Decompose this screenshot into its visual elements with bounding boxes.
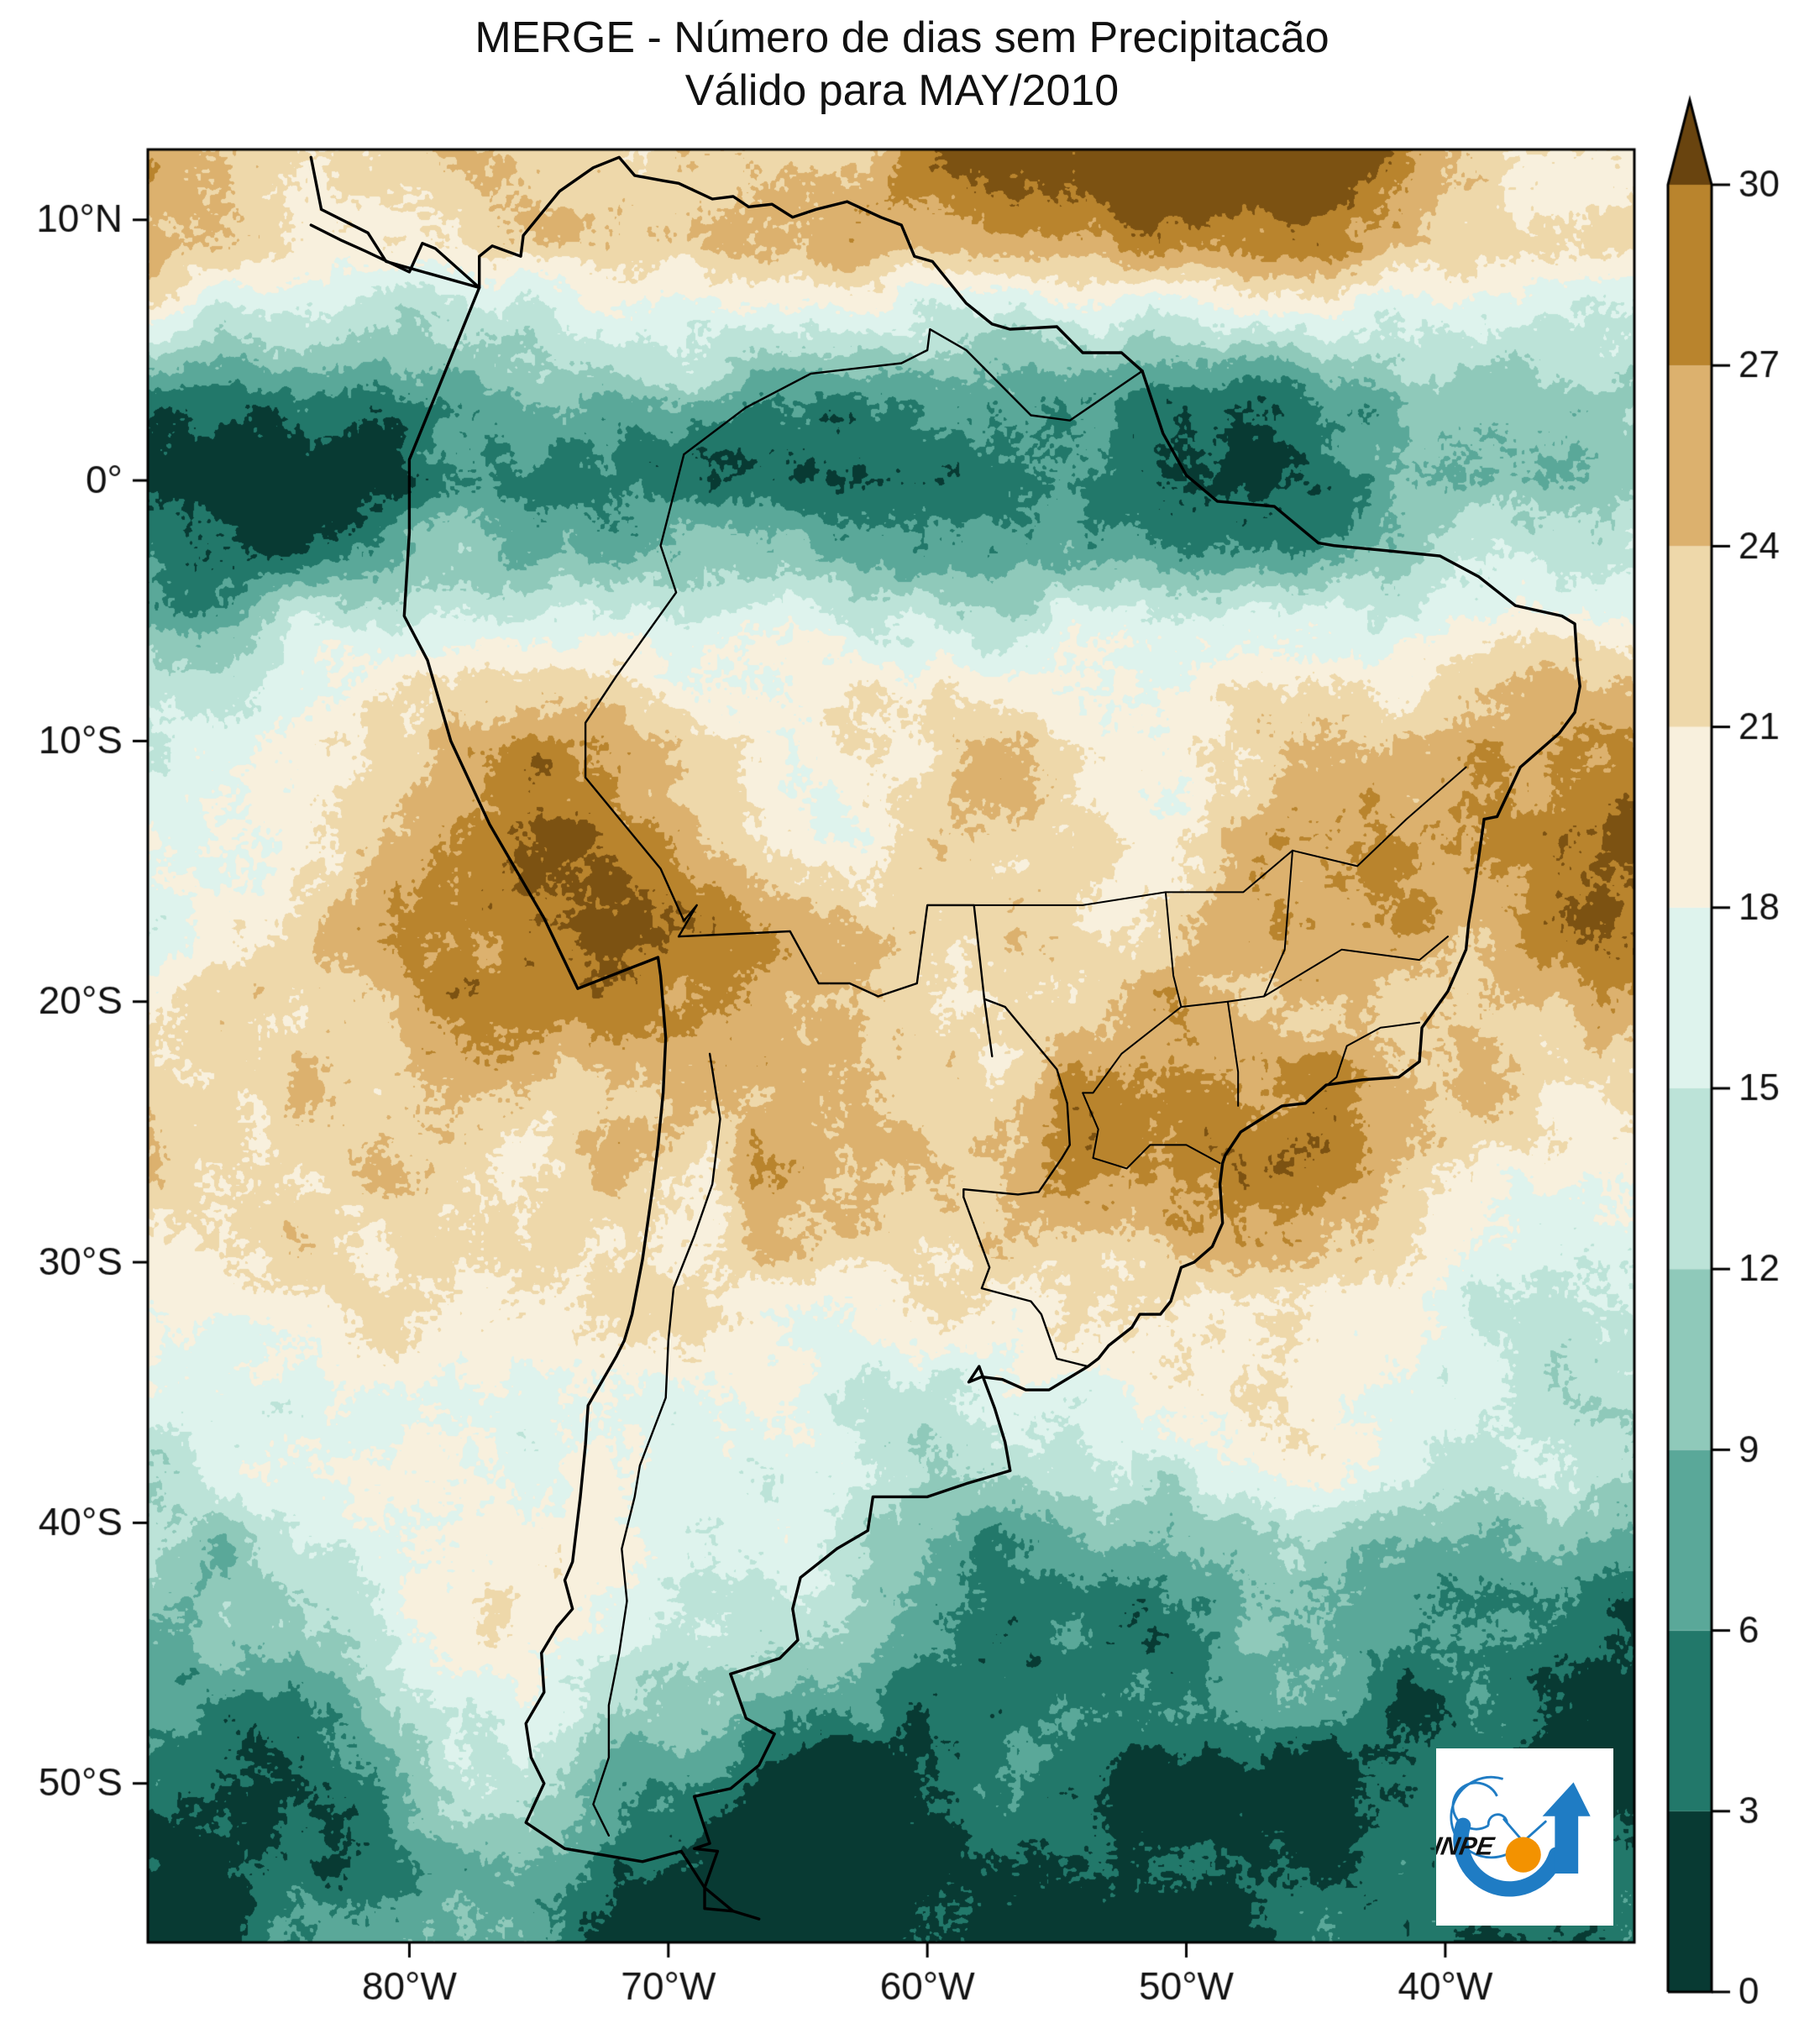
svg-text:INPE: INPE [1436,1832,1497,1861]
